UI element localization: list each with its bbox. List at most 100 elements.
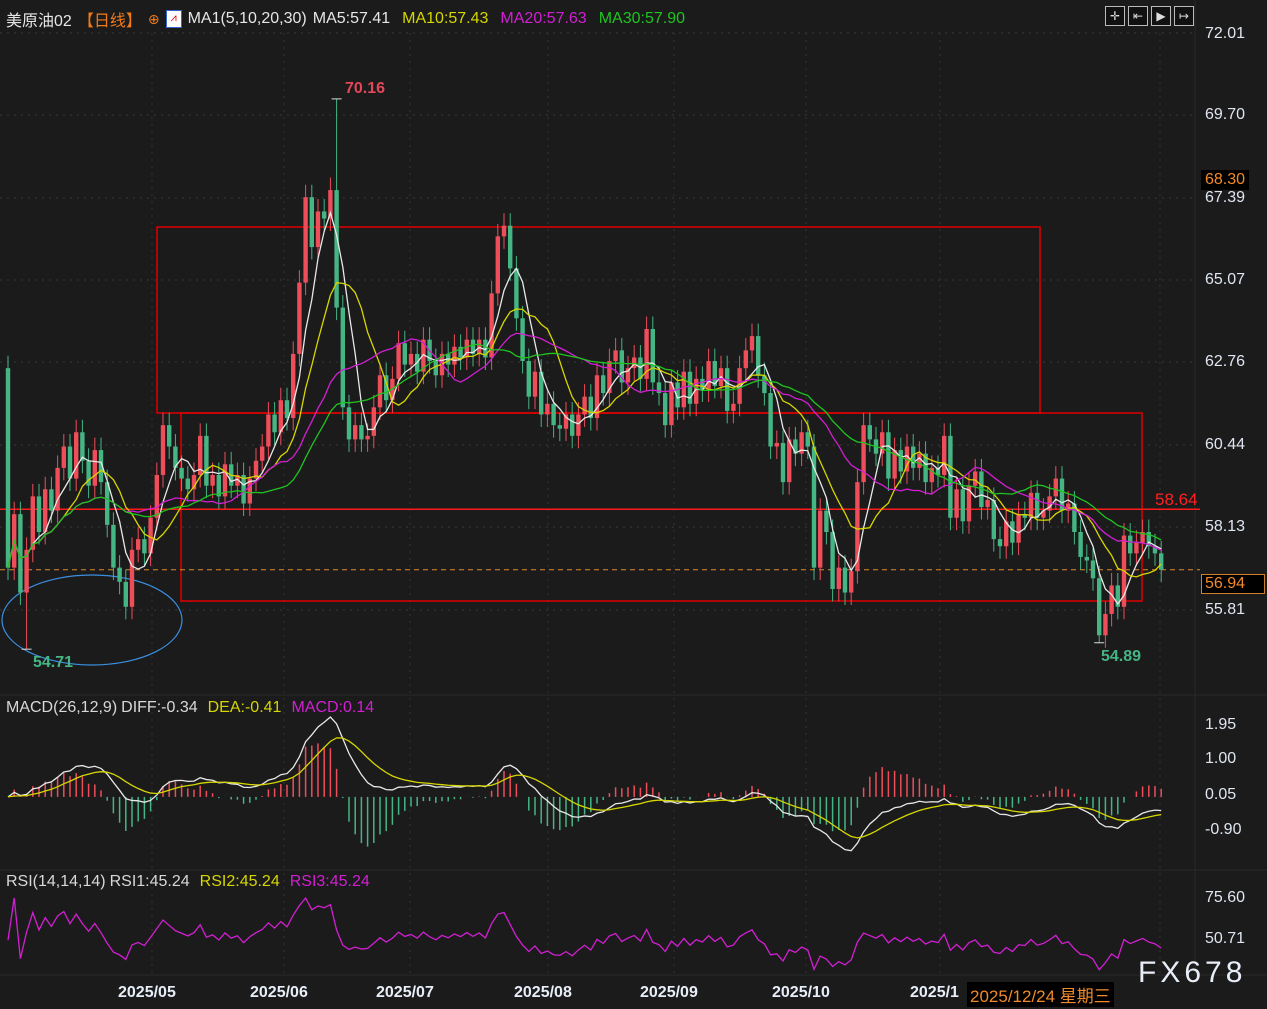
candle-body [756,336,761,376]
candle-body [470,339,476,354]
candle-body [247,478,252,504]
date-label: 2025/08 [514,984,572,1001]
candle-body [904,446,910,472]
candle-body [886,432,891,479]
macd-diff: DIFF:-0.34 [121,699,198,716]
macd-tick: 0.05 [1205,786,1237,803]
ma5-line [7,210,1162,606]
candle-body [136,539,141,550]
price-tick: 65.07 [1205,271,1246,288]
macd-dea-line [7,737,1162,839]
exit-icon[interactable]: ↦ [1174,6,1194,26]
candle-body [619,350,624,383]
candle-body [762,375,767,394]
candle-body [694,378,699,404]
candle-body [129,549,135,607]
candle-body [954,489,959,518]
candle-body [811,446,817,568]
candle-body [960,489,965,522]
candle-body [291,353,296,419]
candle-body [644,328,649,379]
candle-body [749,336,755,351]
candle-body [408,353,414,365]
ma30-line [7,343,1162,568]
candle-body [353,425,358,440]
ma10-line [7,281,1162,578]
candle-body [1066,503,1071,511]
candle-body [991,499,996,540]
macd-diff-line [7,716,1162,852]
candle-body [656,382,662,394]
candle-body [625,368,631,383]
candle-body [526,361,531,397]
candle-body [923,453,928,483]
candle-body [892,450,897,479]
candle-body [731,403,736,411]
candle-body [1103,613,1108,636]
candle-body [898,450,903,472]
candle-body [1016,514,1021,543]
candle-body [514,268,519,319]
candle-body [210,475,215,486]
candle-body [328,190,333,219]
candle-body [80,432,85,461]
date-label: 2025/10 [772,984,830,1001]
candle-body [1072,503,1077,532]
candle-body [557,425,562,429]
candle-body [1004,521,1009,547]
high-label: 70.16 [345,80,386,97]
candle-body [315,211,321,248]
candle-body [539,371,544,415]
candle-body [712,361,717,386]
low-label: 54.71 [33,654,74,671]
candle-body [700,378,705,390]
candle-body [1140,531,1145,543]
candle-body [185,478,190,490]
period-label[interactable]: 【日线】 [77,13,142,30]
candle-body [98,450,104,483]
candle-body [111,524,116,568]
rsi2-value: RSI2:45.24 [199,873,280,890]
candle-body [1028,492,1034,518]
candle-body [1010,521,1015,543]
play-forward-icon[interactable]: ▶ [1151,6,1171,26]
candle-body [477,339,482,354]
chart-header: 美原油02 【日线】 ⊕ ⩘ MA1(5,10,20,30) MA5:57.41… [6,7,685,31]
rsi3-value: RSI3:45.24 [289,873,370,890]
candle-body [582,396,587,415]
crosshair-icon[interactable]: ✛ [1105,6,1125,26]
candle-body [687,371,693,404]
candle-body [576,414,581,436]
candle-body [266,414,271,447]
candle-body [421,339,426,372]
candle-body [1159,553,1164,570]
candle-body [5,368,11,568]
candle-body [18,514,23,593]
chart-toolbar: ✛ ⇤ ▶ ↦ [1105,6,1194,26]
candle-body [1041,510,1046,518]
candle-body [1059,478,1065,511]
candle-body [929,467,934,483]
candle-body [241,475,246,504]
candle-body [117,567,122,582]
candle-body [123,581,128,607]
candle-body [464,339,469,358]
candle-body [235,475,240,486]
rsi-legend: RSI(14,14,14) RSI1:45.24 RSI2:45.24 RSI3… [6,873,370,891]
date-label: 2025/07 [376,984,434,1001]
chart-icon[interactable]: ⩘ [165,10,182,28]
candle-body [67,446,73,479]
candle-body [191,475,197,490]
candle-body [855,482,860,572]
symbol-name[interactable]: 美原油02 [6,13,72,30]
crosshair-circle-icon[interactable]: ⊕ [147,10,160,27]
candle-body [284,400,290,419]
candle-body [260,446,265,461]
candle-body [384,375,389,401]
candle-body [805,432,810,447]
candle-body [495,236,500,294]
candle-body [842,567,848,593]
zoom-range-icon[interactable]: ⇤ [1128,6,1148,26]
candle-body [743,350,748,369]
